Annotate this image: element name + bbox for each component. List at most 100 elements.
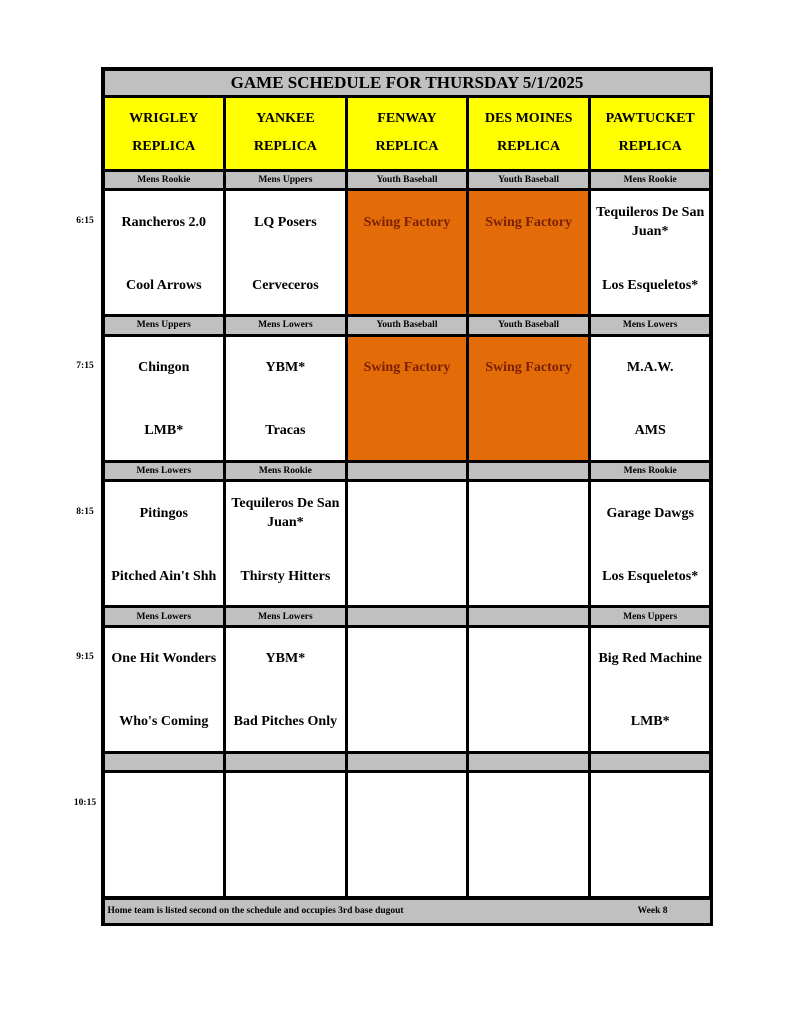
division-cell: Youth Baseball bbox=[469, 317, 588, 334]
home-team bbox=[105, 847, 224, 887]
division-cell bbox=[104, 753, 224, 771]
game-cell bbox=[590, 773, 710, 897]
home-team bbox=[591, 847, 710, 887]
time-label: 10:15 bbox=[73, 797, 97, 808]
division-cell: Mens Rookie bbox=[226, 462, 345, 480]
division-cell: Mens Rookie bbox=[104, 171, 224, 188]
away-team bbox=[348, 784, 467, 824]
division-label: Mens Uppers bbox=[136, 320, 191, 331]
division-cell bbox=[469, 608, 588, 625]
time-label: 7:15 bbox=[76, 361, 94, 372]
field-name: WRIGLEY bbox=[129, 111, 199, 126]
away-team bbox=[469, 639, 588, 679]
field-header: DES MOINES REPLICA bbox=[469, 97, 588, 169]
division-cell: Youth Baseball bbox=[347, 171, 467, 188]
away-team bbox=[105, 784, 224, 824]
home-team bbox=[348, 265, 467, 305]
game-cell: Rancheros 2.0 Cool Arrows bbox=[104, 191, 224, 315]
home-team bbox=[226, 847, 345, 887]
time-label: 9:15 bbox=[76, 652, 94, 663]
field-name: YANKEE bbox=[256, 111, 315, 126]
division-label: Mens Rookie bbox=[623, 465, 677, 476]
game-cell bbox=[347, 773, 467, 897]
home-team: Bad Pitches Only bbox=[233, 714, 338, 730]
game-cell: Swing Factory bbox=[469, 191, 588, 315]
game-cell bbox=[226, 773, 345, 897]
home-team bbox=[469, 556, 588, 596]
away-team bbox=[348, 493, 467, 533]
home-team bbox=[348, 847, 467, 887]
away-team: YBM* bbox=[265, 651, 306, 667]
game-cell bbox=[347, 482, 467, 606]
game-cell: Tequileros De San Juan* Los Esqueletos* bbox=[590, 191, 710, 315]
home-team bbox=[469, 702, 588, 742]
home-team bbox=[469, 847, 588, 887]
home-team: Los Esqueletos* bbox=[602, 277, 699, 293]
time-label: 8:15 bbox=[76, 506, 94, 517]
division-label: Mens Uppers bbox=[258, 174, 313, 185]
division-label: Youth Baseball bbox=[376, 174, 438, 185]
away-team: One Hit Wonders bbox=[111, 651, 217, 667]
away-team: Big Red Machine bbox=[598, 651, 702, 667]
field-name: PAWTUCKET bbox=[605, 111, 695, 126]
title-row: GAME SCHEDULE FOR THURSDAY 5/1/2025 bbox=[104, 70, 710, 95]
division-label: Mens Lowers bbox=[136, 611, 192, 622]
week-label: Week 8 bbox=[637, 906, 668, 916]
home-team: Pitched Ain't Shh bbox=[111, 568, 217, 584]
home-team: Los Esqueletos* bbox=[602, 568, 699, 584]
game-cell bbox=[469, 482, 588, 606]
game-cell bbox=[469, 627, 588, 751]
footer-note: Home team is listed second on the schedu… bbox=[107, 906, 404, 916]
home-team: Who's Coming bbox=[119, 714, 209, 730]
home-team bbox=[469, 411, 588, 451]
division-label: Mens Rookie bbox=[258, 465, 312, 476]
away-team bbox=[591, 784, 710, 824]
away-team bbox=[469, 493, 588, 533]
game-cell bbox=[469, 773, 588, 897]
game-cell bbox=[104, 773, 224, 897]
game-cell: Pitingos Pitched Ain't Shh bbox=[104, 482, 224, 606]
division-label: Youth Baseball bbox=[376, 320, 438, 331]
away-team: Swing Factory bbox=[485, 360, 572, 376]
game-cell: Big Red Machine LMB* bbox=[590, 627, 710, 751]
away-team: YBM* bbox=[265, 360, 306, 376]
game-cell: Swing Factory bbox=[347, 336, 467, 460]
division-label: Mens Rookie bbox=[623, 174, 677, 185]
division-cell: Mens Lowers bbox=[226, 317, 345, 334]
home-team: LMB* bbox=[144, 423, 184, 439]
page-title: GAME SCHEDULE FOR THURSDAY 5/1/2025 bbox=[230, 72, 584, 92]
game-cell: Chingon LMB* bbox=[104, 336, 224, 460]
division-cell bbox=[469, 753, 588, 771]
field-name-suffix: REPLICA bbox=[497, 139, 561, 154]
home-team: Thirsty Hitters bbox=[240, 568, 331, 584]
home-team bbox=[469, 265, 588, 305]
division-cell: Youth Baseball bbox=[469, 171, 588, 188]
away-team: LQ Posers bbox=[254, 214, 317, 230]
division-cell bbox=[347, 462, 467, 480]
division-label: Mens Rookie bbox=[137, 174, 191, 185]
division-cell: Mens Rookie bbox=[590, 171, 710, 188]
home-team: Tracas bbox=[265, 423, 306, 439]
division-cell: Mens Uppers bbox=[104, 317, 224, 334]
field-name-suffix: REPLICA bbox=[132, 139, 196, 154]
away-team: Swing Factory bbox=[485, 214, 572, 230]
home-team: Cerveceros bbox=[252, 277, 319, 293]
away-team: Tequileros De San Juan* bbox=[596, 205, 705, 239]
division-cell: Mens Uppers bbox=[226, 171, 345, 188]
away-team: M.A.W. bbox=[626, 360, 674, 376]
away-team: Tequileros De San Juan* bbox=[231, 496, 340, 531]
away-team: Rancheros 2.0 bbox=[121, 214, 207, 230]
game-cell: Tequileros De San Juan* Thirsty Hitters bbox=[226, 482, 345, 606]
away-team bbox=[348, 639, 467, 679]
home-team bbox=[348, 556, 467, 596]
away-team bbox=[469, 784, 588, 824]
away-team: Swing Factory bbox=[363, 214, 451, 230]
home-team: Cool Arrows bbox=[126, 277, 202, 293]
home-team bbox=[348, 411, 467, 451]
division-label: Youth Baseball bbox=[498, 320, 560, 331]
division-label: Mens Lowers bbox=[258, 320, 313, 331]
division-cell: Mens Lowers bbox=[590, 317, 710, 334]
division-cell: Mens Lowers bbox=[104, 608, 224, 625]
division-cell: Mens Lowers bbox=[226, 608, 345, 625]
game-cell bbox=[347, 627, 467, 751]
